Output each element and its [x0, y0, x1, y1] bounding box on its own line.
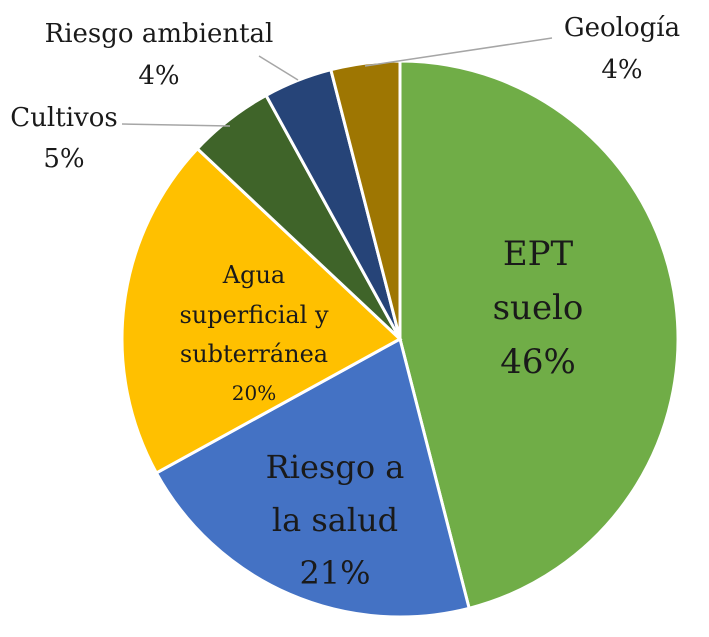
leader-line-ambiental [258, 55, 299, 81]
pie-slice-ept [398, 59, 680, 611]
slice-value-salud: 21% [299, 554, 370, 592]
slice-value-ept: 46% [500, 342, 576, 382]
leader-line-geologia [364, 37, 553, 67]
slice-value-ambiental: 4% [138, 61, 179, 91]
slice-label-agua-line-1: Agua [222, 261, 285, 289]
slice-label-ambiental-line-1: Riesgo ambiental [45, 19, 274, 49]
pie-slice-salud [154, 336, 471, 619]
pie-slice-agua [120, 146, 403, 475]
slice-label-salud-line-2: la salud [272, 501, 398, 539]
leader-line-cultivos [121, 123, 231, 127]
slice-labels: EPT suelo 46% Riesgo a la salud 21% Agua superf… [10, 13, 680, 592]
slice-label-agua-line-2: superficial y [179, 301, 329, 329]
slice-value-geologia: 4% [601, 55, 642, 85]
slice-label-geologia-line-1: Geología [564, 13, 680, 43]
slice-label-ept-line-2: suelo [493, 288, 584, 328]
leader-lines [121, 37, 553, 127]
slice-value-cultivos: 5% [43, 144, 84, 174]
slice-label-ept-line-1: EPT [503, 234, 574, 274]
slice-value-agua: 20% [232, 381, 276, 405]
slice-label-salud-line-1: Riesgo a [266, 448, 405, 486]
pie-slices [120, 59, 680, 619]
slice-label-cultivos-line-1: Cultivos [10, 103, 117, 133]
slice-label-agua-line-3: subterránea [180, 340, 328, 368]
